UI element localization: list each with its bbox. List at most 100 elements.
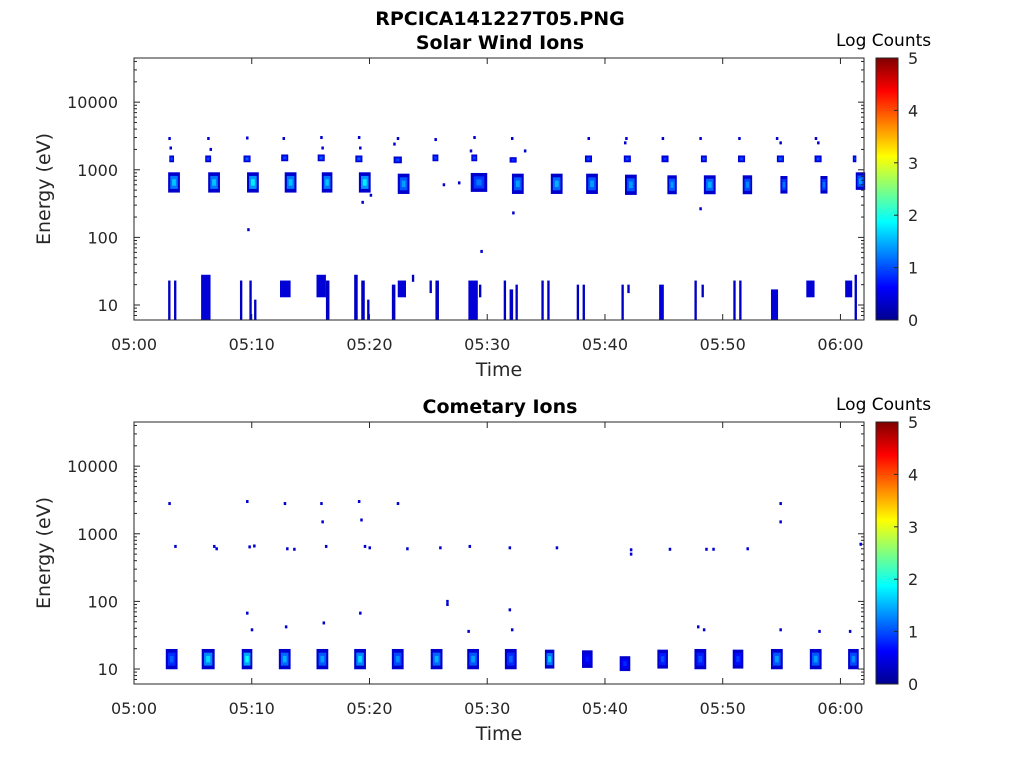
data-point: [746, 547, 749, 551]
data-bar: [515, 284, 518, 320]
data-point: [168, 137, 171, 141]
axes-box: [133, 421, 865, 685]
data-point: [661, 137, 665, 141]
x-tick-label: 05:20: [346, 335, 392, 354]
data-bar: [468, 280, 478, 320]
data-point: [512, 211, 515, 215]
axes-box: [133, 57, 865, 321]
y-tick-label: 100: [87, 592, 118, 611]
data-cell-core: [320, 655, 325, 663]
data-point: [848, 629, 852, 633]
data-bar: [361, 280, 365, 320]
y-tick-label: 10000: [67, 93, 118, 112]
data-bar: [478, 284, 482, 298]
x-axis-label: Time: [475, 359, 523, 381]
data-point: [779, 628, 782, 632]
data-bar: [509, 289, 514, 320]
data-point: [467, 629, 470, 633]
data-bar: [694, 280, 697, 320]
colorbar-tick-label: 1: [908, 623, 918, 642]
data-point: [246, 611, 249, 615]
data-point: [406, 547, 409, 551]
colorbar-label-bottom: Log Counts: [836, 395, 932, 415]
data-point: [368, 546, 371, 550]
data-cell-core: [245, 655, 249, 663]
x-tick-label: 06:00: [817, 699, 863, 718]
data-bar: [503, 280, 507, 320]
data-point: [247, 228, 250, 232]
solar-wind-ions-panel: 05:00 05:10 05:20 05:30 05:40 05:50 06:0010100…: [33, 49, 918, 381]
data-point: [283, 502, 287, 506]
data-bar: [174, 280, 177, 320]
data-bar: [367, 299, 370, 320]
data-cell-core: [745, 181, 749, 188]
colorbar-tick-label: 0: [908, 311, 918, 330]
x-tick-label: 05:50: [700, 699, 746, 718]
data-point: [246, 136, 249, 140]
data-bar: [254, 299, 257, 320]
data-point: [712, 547, 715, 551]
data-point: [818, 629, 821, 633]
data-cell-core: [401, 180, 406, 188]
data-cell-core: [395, 655, 400, 663]
data-cell-core: [511, 159, 515, 161]
data-point: [396, 137, 400, 141]
data-cell-core: [251, 179, 255, 186]
data-cell-core: [626, 157, 629, 160]
data-bar: [280, 280, 291, 298]
colorbar: [875, 57, 899, 321]
data-cell-core: [283, 156, 286, 159]
data-point: [629, 552, 633, 556]
data-bar: [239, 280, 243, 320]
data-point: [779, 141, 782, 145]
colorbar-tick-label: 3: [908, 518, 918, 537]
data-point: [168, 502, 171, 506]
data-bar: [316, 274, 326, 298]
data-point: [250, 628, 254, 632]
colorbar: [875, 421, 899, 685]
data-cell-core: [816, 157, 820, 160]
colorbar-tick-label: 1: [908, 259, 918, 278]
data-bar: [806, 280, 815, 298]
x-tick-label: 05:50: [700, 335, 746, 354]
data-point: [859, 542, 862, 546]
data-point: [473, 136, 476, 140]
data-point: [508, 546, 512, 550]
data-point: [357, 136, 361, 140]
colorbar-tick-label: 4: [908, 101, 918, 120]
data-point: [360, 518, 363, 522]
data-point: [625, 137, 628, 141]
figure-filename-title: RPCICA141227T05.PNG: [375, 8, 625, 30]
data-bar: [659, 284, 664, 320]
data-bar: [541, 280, 544, 320]
data-point: [446, 602, 449, 606]
data-point: [282, 137, 286, 141]
x-tick-label: 05:10: [229, 699, 275, 718]
data-cell-core: [362, 179, 367, 186]
data-bar: [411, 274, 415, 282]
y-axis-label: Energy (eV): [33, 497, 55, 609]
y-tick-label: 100: [87, 228, 118, 247]
data-cell-core: [554, 180, 559, 188]
data-cell-core: [707, 181, 712, 188]
data-cell-core: [858, 178, 862, 184]
data-point: [510, 137, 514, 141]
data-bar: [739, 280, 742, 320]
data-cell-core: [623, 661, 627, 667]
data-point: [248, 545, 251, 549]
data-point: [775, 137, 779, 141]
data-bar: [354, 274, 358, 320]
data-cell-core: [698, 655, 703, 663]
data-cell-core: [172, 179, 176, 186]
data-point: [446, 599, 449, 603]
data-cell-core: [813, 655, 818, 663]
data-point: [623, 141, 627, 145]
data-cell-core: [854, 157, 856, 160]
data-point: [434, 138, 437, 142]
data-cell-core: [585, 656, 590, 662]
plot-area: [134, 422, 864, 684]
data-point: [587, 137, 590, 141]
data-point: [469, 149, 473, 153]
data-bar: [249, 280, 252, 320]
x-tick-label: 05:40: [582, 699, 628, 718]
